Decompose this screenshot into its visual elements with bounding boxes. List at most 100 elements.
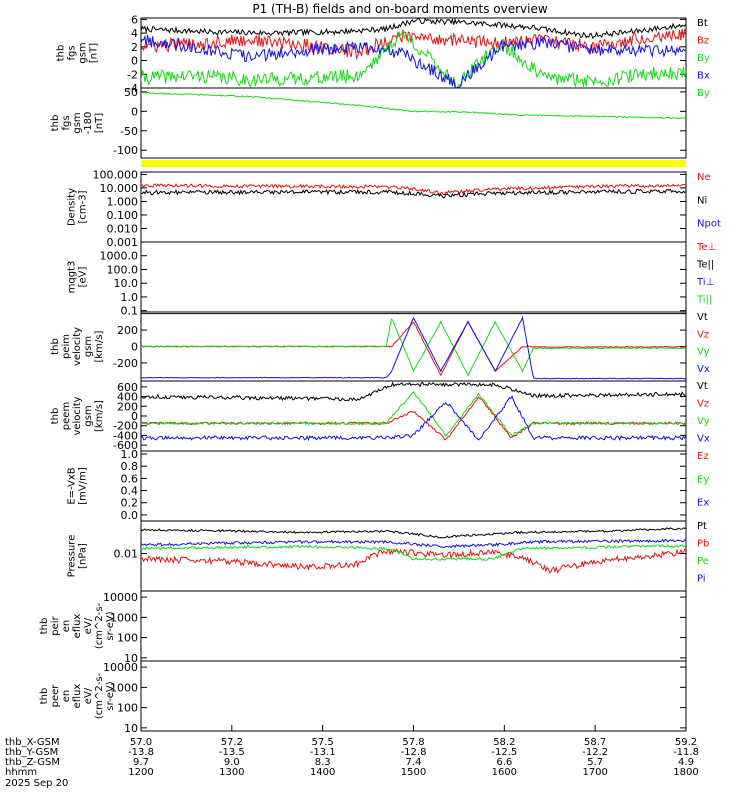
series-Ne bbox=[141, 183, 686, 196]
x-axis-value: 1200 bbox=[128, 767, 153, 778]
y-tick-label: 0 bbox=[131, 105, 138, 118]
x-axis-value: 6.6 bbox=[496, 757, 512, 768]
panel-frame bbox=[140, 171, 687, 243]
y-axis-label: [nT] bbox=[89, 43, 100, 63]
y-tick-label: 1.0 bbox=[121, 448, 139, 461]
x-axis-value: 1300 bbox=[219, 767, 244, 778]
y-axis-label: peer bbox=[50, 684, 61, 708]
panel-frame bbox=[140, 590, 687, 662]
x-axis-value: 1800 bbox=[673, 767, 698, 778]
y-axis-label: gsm bbox=[78, 42, 89, 63]
legend-Vx: Vx bbox=[697, 434, 710, 445]
panel-frame bbox=[140, 660, 687, 732]
y-tick-label: -600 bbox=[113, 439, 138, 452]
legend-Vt: Vt bbox=[697, 312, 708, 323]
legend-Vz: Vz bbox=[697, 399, 709, 410]
x-axis-value: 9.0 bbox=[224, 757, 240, 768]
panel-pressure: 0.01 Pressure [nPa] Pt Pb Pe Pi bbox=[67, 520, 709, 592]
legend-Ni: Ni bbox=[697, 195, 707, 206]
y-axis-label: fgs bbox=[61, 115, 72, 130]
y-axis-label: gsm bbox=[72, 112, 83, 133]
x-axis-value: 5.7 bbox=[587, 757, 603, 768]
x-axis-value: -11.8 bbox=[673, 747, 699, 758]
y-axis-label: eflux bbox=[72, 684, 83, 709]
y-tick-label: 1000 bbox=[110, 681, 138, 694]
x-axis-value: -12.2 bbox=[582, 747, 608, 758]
legend-Vt: Vt bbox=[697, 381, 708, 392]
y-tick-label: 2 bbox=[131, 41, 138, 54]
y-tick-label: 4 bbox=[131, 27, 138, 40]
legend-Ne: Ne bbox=[697, 172, 711, 183]
legend-Vz: Vz bbox=[697, 329, 709, 340]
y-axis-label: peem bbox=[61, 402, 72, 430]
series-Bx bbox=[141, 34, 686, 88]
legend-Bt: Bt bbox=[697, 18, 708, 29]
y-tick-label: 0.8 bbox=[121, 460, 139, 473]
x-axis-row-label: hhmm bbox=[5, 767, 37, 778]
y-tick-label: 6 bbox=[131, 13, 138, 26]
y-tick-label: 0.01 bbox=[114, 548, 139, 561]
plot-title: P1 (TH-B) fields and on-board moments ov… bbox=[252, 2, 548, 16]
series-Vx bbox=[141, 395, 686, 442]
x-axis-value: 58.7 bbox=[584, 737, 606, 748]
panel-peim-velocity: 200 0 -200 thb peim velocity gsm [km/s] Vt Vz Vy Vx bbox=[50, 311, 710, 382]
panel-peer-eflux: 10000 1000 100 10 thb peer en eflux eV/(cm^2-s-s… bbox=[39, 660, 687, 735]
x-axis-value: 58.2 bbox=[493, 737, 515, 748]
y-axis-label: Pressure bbox=[67, 535, 78, 578]
y-axis-label: eV/ bbox=[83, 687, 94, 704]
x-axis-value: 59.2 bbox=[675, 737, 697, 748]
y-tick-label: -50 bbox=[120, 125, 138, 138]
x-axis-value: 57.2 bbox=[221, 737, 243, 748]
y-tick-label: 0.2 bbox=[121, 497, 139, 510]
panel-efield: 1.00.80.60.40.20.0 E=-VxB [mV/m] Ez Ey Ex bbox=[67, 448, 710, 522]
panel-frame bbox=[140, 87, 687, 159]
y-axis-label: velocity bbox=[72, 327, 83, 366]
y-axis-label: eflux bbox=[72, 614, 83, 639]
series-Vt bbox=[141, 381, 686, 402]
legend-Vy: Vy bbox=[697, 416, 710, 427]
y-tick-label: 0 bbox=[131, 410, 138, 423]
series-Pe bbox=[141, 543, 686, 561]
x-axis-value: 9.7 bbox=[133, 757, 149, 768]
y-axis-label: thb bbox=[39, 618, 50, 635]
y-tick-label: 100.000 bbox=[93, 168, 139, 181]
y-tick-label: 600 bbox=[117, 381, 138, 394]
x-axis-value: 1500 bbox=[401, 767, 426, 778]
x-axis-row-label: thb_Y-GSM bbox=[5, 747, 58, 758]
legend-Pe: Pe bbox=[697, 556, 709, 567]
y-axis-label: (cm^2-s- bbox=[94, 672, 105, 719]
y-tick-label: 0.010 bbox=[107, 222, 139, 235]
y-tick-label: 1.000 bbox=[107, 195, 139, 208]
series-By bbox=[141, 91, 686, 120]
y-tick-label: 0 bbox=[131, 341, 138, 354]
series-Ni bbox=[141, 188, 686, 199]
y-tick-label: 0.100 bbox=[107, 209, 139, 222]
legend-Vx: Vx bbox=[697, 364, 710, 375]
series-Bz bbox=[141, 28, 686, 60]
y-tick-label: 1.0 bbox=[121, 291, 139, 304]
y-axis-label: -180 bbox=[83, 112, 94, 135]
y-axis-label: peim bbox=[61, 334, 72, 359]
x-axis-value: 1700 bbox=[582, 767, 607, 778]
y-axis-label: velocity bbox=[72, 396, 83, 435]
y-axis-label: en bbox=[61, 620, 72, 633]
series-Vy bbox=[141, 318, 686, 377]
y-axis-label: gsm bbox=[83, 405, 94, 426]
x-axis-value: 57.8 bbox=[402, 737, 424, 748]
series-Pi bbox=[141, 538, 686, 549]
x-axis-value: 8.3 bbox=[315, 757, 331, 768]
panel-peir-eflux: 10000 1000 100 10 thb peir en eflux eV/(cm^2-s-s… bbox=[39, 590, 687, 665]
legend-Te||: Te|| bbox=[696, 260, 714, 271]
series-Pb bbox=[141, 548, 686, 574]
legend-Npot: Npot bbox=[697, 219, 721, 230]
y-tick-label: -100 bbox=[113, 144, 138, 157]
y-tick-label: -2 bbox=[127, 68, 138, 81]
y-tick-label: 10.0 bbox=[114, 277, 139, 290]
x-axis-row-label: thb_X-GSM bbox=[5, 737, 60, 748]
y-tick-label: 10000 bbox=[103, 591, 138, 604]
y-tick-label: 10 bbox=[124, 722, 138, 735]
legend-Bx: Bx bbox=[697, 71, 710, 82]
